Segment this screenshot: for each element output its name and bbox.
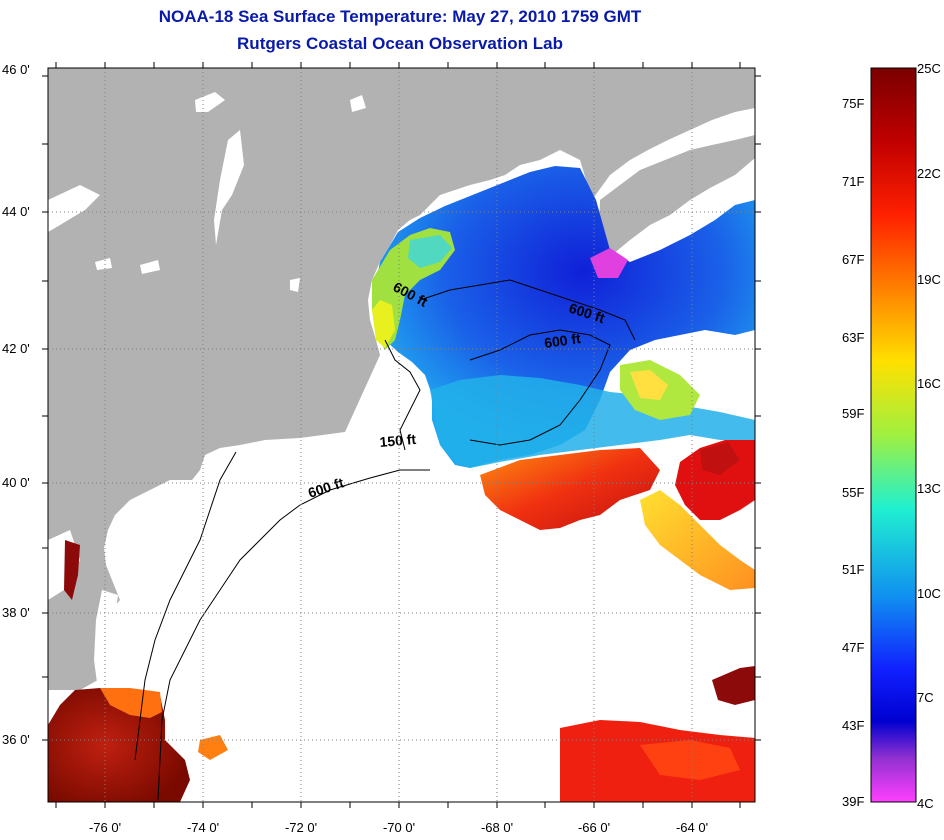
bay-of-fundy-cold	[590, 248, 628, 278]
colorbar-label-19c: 19C	[917, 272, 941, 287]
colorbar-label-10c: 10C	[917, 586, 941, 601]
colorbar-label-7c: 7C	[917, 690, 934, 705]
contour-600ft-gulf	[419, 279, 636, 341]
lat-label-38: 38 0'	[2, 605, 30, 620]
colorbar-label-63f: 63F	[842, 330, 865, 345]
lon-label-66: -66 0'	[577, 820, 611, 835]
lon-label-74: -74 0'	[186, 820, 220, 835]
lat-label-36: 36 0'	[2, 732, 30, 747]
inland-gap-5	[140, 260, 160, 274]
lon-label-76: -76 0'	[88, 820, 122, 835]
contour-600ft-south	[157, 469, 430, 801]
colorbar-label-67f: 67F	[842, 252, 865, 267]
colorbar-label-16c: 16C	[917, 376, 941, 391]
contour-label-600ft-3: 600 ft	[543, 330, 582, 351]
colorbar-label-43f: 43F	[842, 718, 865, 733]
inland-gap-4	[95, 258, 112, 270]
colorbar-label-59f: 59F	[842, 406, 865, 421]
colorbar-label-47f: 47F	[842, 640, 865, 655]
coastal-yellow-patch	[372, 300, 395, 348]
southern-warm-patch-2	[640, 740, 740, 780]
lat-label-46: 46 0'	[2, 62, 30, 77]
inland-gap-6	[290, 278, 300, 292]
chesapeake-warm-water	[48, 688, 190, 802]
colorbar	[870, 67, 917, 803]
map-border	[47, 67, 756, 803]
delaware-bay-red	[64, 540, 80, 600]
colorbar-label-25c: 25C	[917, 61, 941, 76]
scotian-shelf-yellow	[630, 370, 668, 400]
inland-gap-7	[350, 95, 366, 112]
lon-label-72: -72 0'	[284, 820, 318, 835]
chesapeake-orange	[100, 688, 162, 718]
map-subtitle: Rutgers Coastal Ocean Observation Lab	[237, 34, 563, 53]
coastal-cyan-patch	[408, 235, 452, 268]
colorbar-label-39f: 39F	[842, 794, 865, 809]
colorbar-label-4c: 4C	[917, 796, 934, 811]
colorbar-label-55f: 55F	[842, 485, 865, 500]
shelf-no-data	[235, 355, 455, 470]
inland-gap-3	[48, 185, 100, 232]
contour-150ft	[384, 339, 421, 451]
lon-label-68: -68 0'	[480, 820, 514, 835]
georges-bank-water	[430, 375, 755, 468]
lat-label-42: 42 0'	[2, 341, 30, 356]
southern-hot-patch	[712, 666, 755, 705]
offshore-orange-patch	[198, 735, 228, 760]
slope-water-dark	[700, 442, 740, 475]
map-ticks	[42, 62, 761, 808]
nova-scotia-land	[598, 135, 755, 255]
contour-600ft-inner	[134, 451, 237, 761]
gulf-stream-warm-water	[480, 448, 660, 530]
contour-label-150ft: 150 ft	[379, 431, 417, 450]
lon-label-64: -64 0'	[675, 820, 709, 835]
colorbar-label-22c: 22C	[917, 166, 941, 181]
colorbar-label-71f: 71F	[842, 174, 865, 189]
lat-label-44: 44 0'	[2, 204, 30, 219]
colorbar-label-13c: 13C	[917, 481, 941, 496]
contour-600ft-georges	[469, 329, 611, 446]
colorbar-label-51f: 51F	[842, 562, 865, 577]
colorbar-label-75f: 75F	[842, 96, 865, 111]
lon-label-70: -70 0'	[382, 820, 416, 835]
chesapeake-bay	[94, 590, 118, 690]
inland-gap-2	[214, 130, 244, 245]
lat-label-40: 40 0'	[2, 475, 30, 490]
slope-water-yellow	[640, 490, 755, 590]
map-title: NOAA-18 Sea Surface Temperature: May 27,…	[158, 7, 642, 26]
